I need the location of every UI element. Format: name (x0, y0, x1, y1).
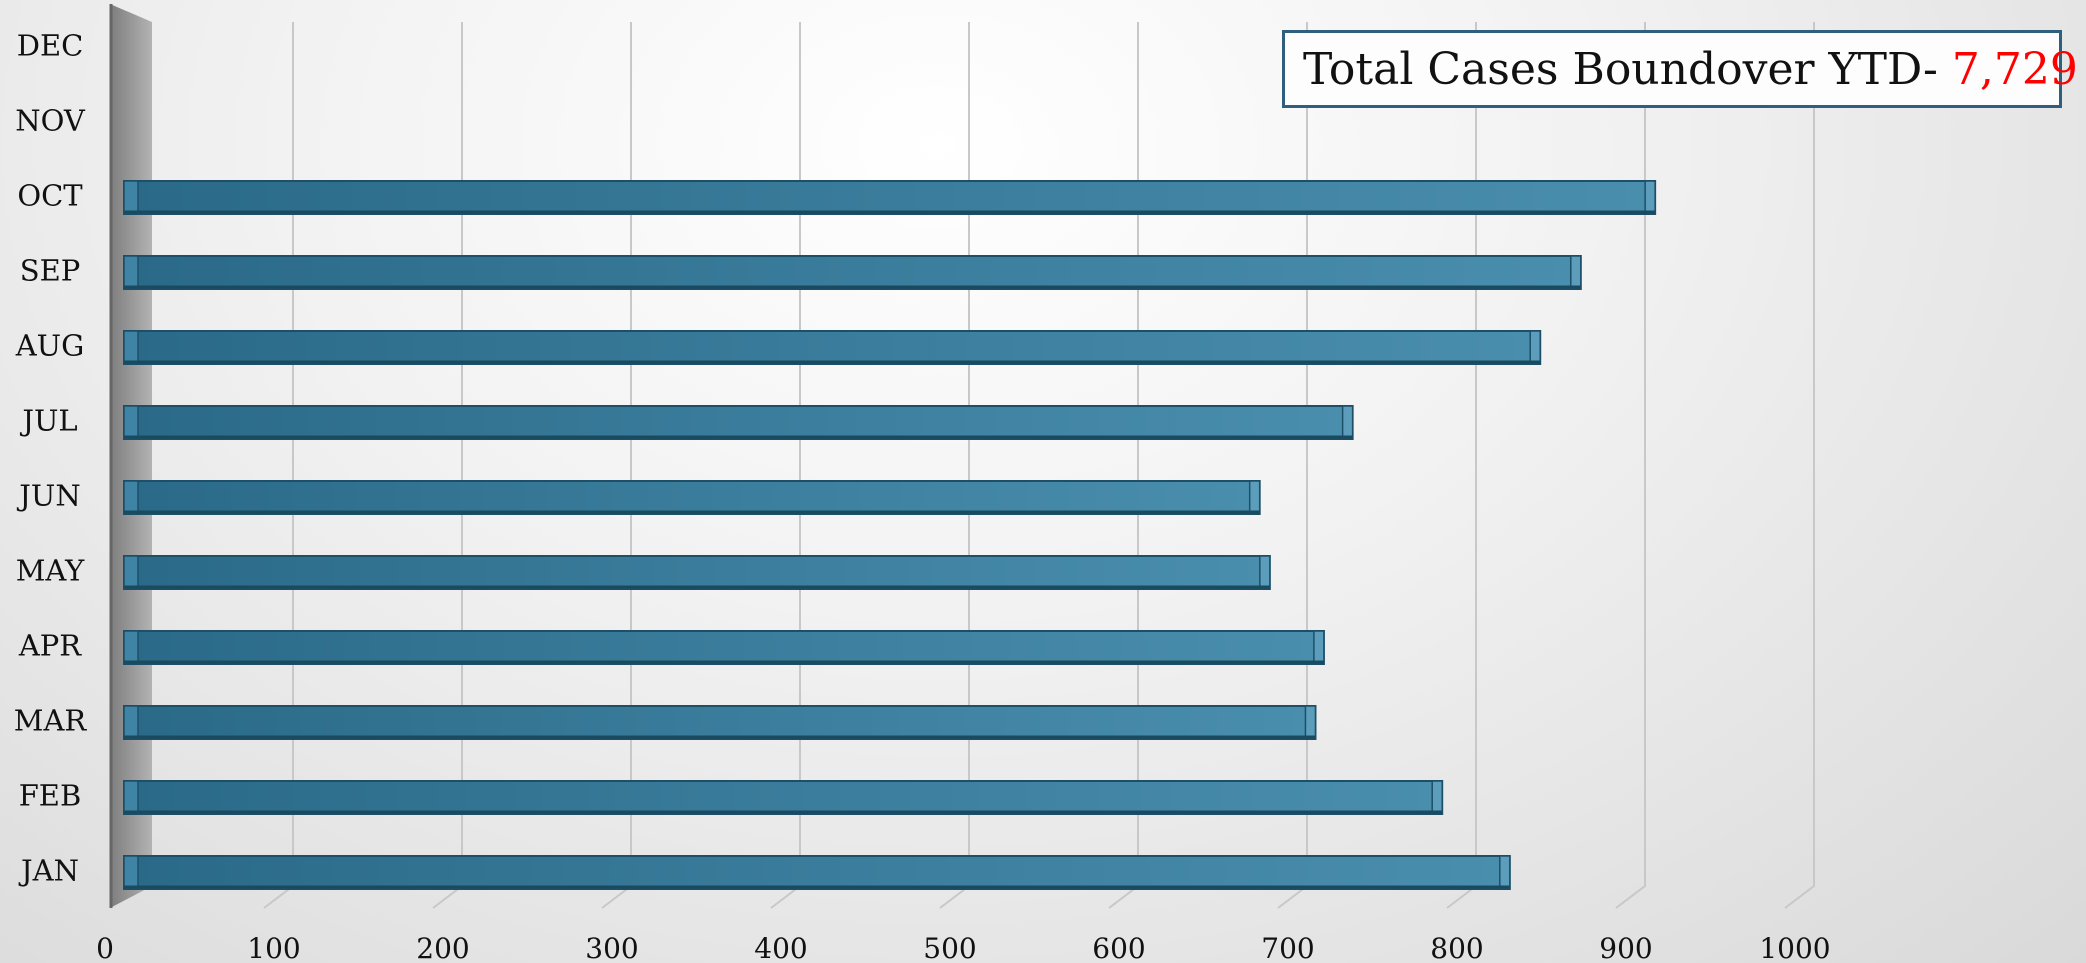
bar-start-cap (123, 630, 139, 665)
gridline (770, 22, 801, 909)
x-tick-label: 300 (585, 932, 638, 963)
bar (123, 330, 1542, 365)
bar-start-cap (123, 405, 139, 440)
x-tick-label: 600 (1092, 932, 1145, 963)
bar-start-cap (123, 180, 139, 215)
bar (123, 405, 1354, 440)
x-tick-label: 1000 (1759, 932, 1830, 963)
gridline (1784, 22, 1815, 909)
gridline (1615, 22, 1646, 909)
x-tick-label: 700 (1261, 932, 1314, 963)
bar-start-cap (123, 855, 139, 890)
bar (123, 255, 1582, 290)
category-label: DEC (17, 29, 84, 63)
category-labels: JAN FEB MAR APR MAY JUN JUL AUG SEP OCT NOV DEC (14, 29, 88, 888)
gridlines (263, 22, 1815, 909)
gridline (1108, 22, 1139, 909)
bar (123, 480, 1261, 515)
category-label: OCT (17, 179, 83, 213)
bar-end-cap (1499, 855, 1511, 890)
bar-start-cap (123, 555, 139, 590)
bar-end-cap (1341, 405, 1354, 440)
bar-end-cap (1248, 480, 1261, 515)
chart-title: Total Cases Boundover YTD- 7,729 (1282, 30, 2078, 108)
bar (123, 705, 1317, 740)
gridline (601, 22, 632, 909)
bar-start-cap (123, 780, 139, 815)
category-label: JAN (18, 854, 79, 888)
x-tick-label: 0 (96, 932, 114, 963)
category-label: JUL (19, 404, 77, 438)
category-label: NOV (15, 104, 86, 138)
bar-start-cap (123, 705, 139, 740)
gridline (939, 22, 970, 909)
bar-end-cap (1570, 255, 1582, 290)
gridline (263, 22, 294, 909)
category-label: AUG (15, 329, 85, 363)
bar (123, 180, 1657, 215)
bar (123, 555, 1271, 590)
title-value: 7,729 (1951, 43, 2078, 95)
bar-start-cap (123, 255, 139, 290)
category-label: SEP (20, 254, 81, 288)
gridline (1277, 22, 1308, 909)
bars (123, 180, 1657, 890)
x-tick-label: 100 (247, 932, 300, 963)
x-tick-label: 400 (754, 932, 807, 963)
axis-wall (110, 4, 152, 908)
category-label: FEB (19, 779, 82, 813)
bar (123, 630, 1325, 665)
category-label: APR (18, 629, 82, 663)
bar-start-cap (123, 480, 139, 515)
x-tick-label: 900 (1599, 932, 1652, 963)
x-tick-label: 200 (416, 932, 469, 963)
bar-end-cap (1259, 555, 1271, 590)
gridline (432, 22, 463, 909)
category-label: MAY (16, 554, 85, 588)
bar-end-cap (1529, 330, 1541, 365)
bar-end-cap (1304, 705, 1317, 740)
gridline (1446, 22, 1477, 909)
category-label: MAR (14, 704, 88, 738)
bar-start-cap (123, 330, 139, 365)
bar-end-cap (1431, 780, 1443, 815)
category-label: JUN (16, 479, 80, 513)
bar-end-cap (1313, 630, 1325, 665)
title-prefix: Total Cases Boundover YTD- (1303, 43, 1938, 95)
x-tick-labels: 0 100 200 300 400 500 600 700 800 900 1000 (96, 932, 1831, 963)
bar-end-cap (1644, 180, 1656, 215)
x-tick-label: 500 (923, 932, 976, 963)
bar (123, 855, 1511, 890)
x-tick-label: 800 (1430, 932, 1483, 963)
bar (123, 780, 1444, 815)
